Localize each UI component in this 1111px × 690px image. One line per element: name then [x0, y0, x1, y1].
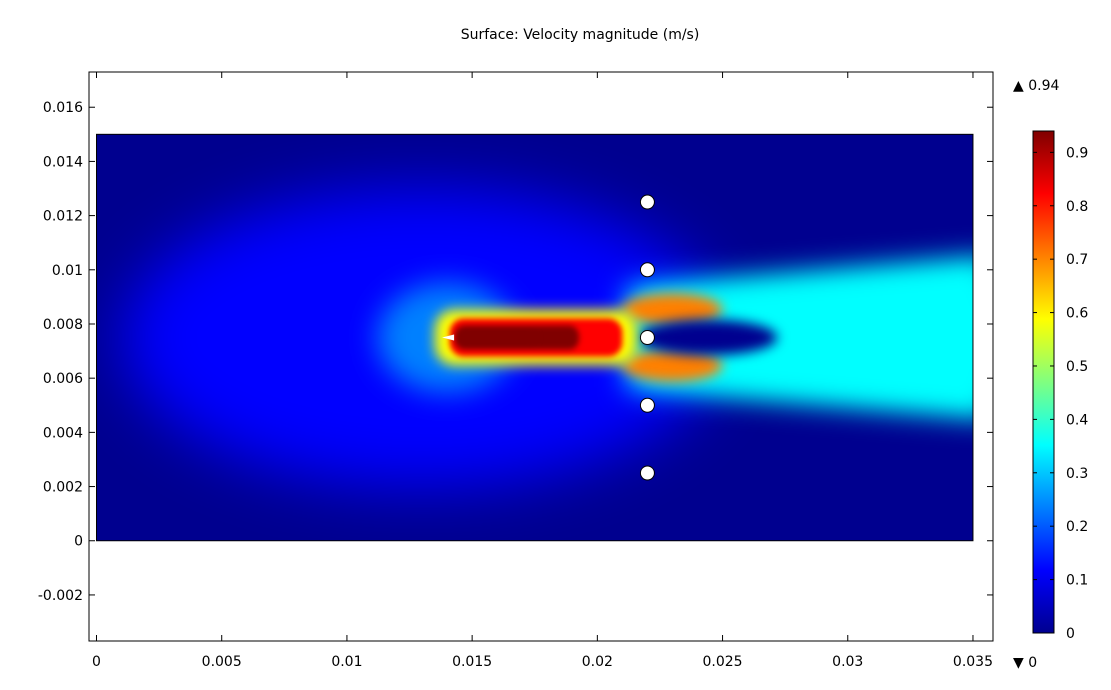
x-tick-label: 0.02 — [582, 654, 613, 670]
y-tick-label: 0.008 — [43, 317, 83, 333]
cylinder-mark — [639, 194, 655, 210]
x-tick-label: 0.005 — [202, 654, 242, 670]
y-tick-label: 0 — [74, 534, 83, 550]
y-tick-label: 0.014 — [43, 154, 83, 170]
cylinder-mark — [639, 397, 655, 413]
x-tick-label: 0.015 — [452, 654, 492, 670]
shear-layer-upper — [622, 293, 723, 326]
plot-title: Surface: Velocity magnitude (m/s) — [461, 27, 700, 43]
cylinder-mark — [639, 465, 655, 481]
colorbar-tick-label: 0.1 — [1066, 573, 1088, 589]
nozzle-tip — [442, 334, 455, 341]
cylinder-mark — [639, 330, 655, 346]
x-axis-ticks: 0 0.005 0.01 0.015 0.02 0.025 0.03 0.035 — [92, 72, 993, 670]
colorbar-tick-label: 0.5 — [1066, 359, 1088, 375]
y-tick-label: -0.002 — [38, 588, 83, 604]
y-tick-label: 0.004 — [43, 425, 83, 441]
colorbar-tick-label: 0.8 — [1066, 199, 1088, 215]
cylinder-mark — [639, 262, 655, 278]
x-tick-label: 0.035 — [953, 654, 993, 670]
y-axis-ticks: -0.002 0 0.002 0.004 0.006 0.008 0.01 0.012 0.01… — [38, 100, 993, 604]
domain-boundary — [96, 133, 974, 542]
shear-layer-lower — [622, 349, 723, 382]
y-tick-label: 0.016 — [43, 100, 83, 116]
colorbar — [1032, 130, 1055, 634]
colorbar-ticks: 0 0.1 0.2 0.3 0.4 0.5 0.6 0.7 0.8 0.9 — [1033, 145, 1088, 642]
colorbar-tick-label: 0 — [1066, 626, 1075, 642]
colorbar-tick-label: 0.4 — [1066, 412, 1088, 428]
y-tick-label: 0.002 — [43, 480, 83, 496]
colorbar-max-label: ▲ 0.94 — [1013, 78, 1059, 94]
y-tick-label: 0.01 — [52, 263, 83, 279]
wake-recirculation — [637, 319, 778, 356]
colorbar-tick-label: 0.2 — [1066, 519, 1088, 535]
colorbar-tick-label: 0.9 — [1066, 145, 1088, 161]
x-tick-label: 0 — [92, 654, 101, 670]
velocity-field — [96, 134, 973, 541]
colorbar-tick-label: 0.7 — [1066, 252, 1088, 268]
x-tick-label: 0.03 — [832, 654, 863, 670]
x-tick-label: 0.01 — [331, 654, 362, 670]
x-tick-label: 0.025 — [703, 654, 743, 670]
wake-core — [647, 276, 973, 399]
colorbar-tick-label: 0.3 — [1066, 466, 1088, 482]
y-tick-label: 0.012 — [43, 209, 83, 225]
cylinder-group — [639, 194, 655, 481]
colorbar-tick-label: 0.6 — [1066, 306, 1088, 322]
jet-peak — [459, 331, 538, 344]
y-tick-label: 0.006 — [43, 371, 83, 387]
colorbar-min-label: ▼ 0 — [1013, 655, 1037, 671]
